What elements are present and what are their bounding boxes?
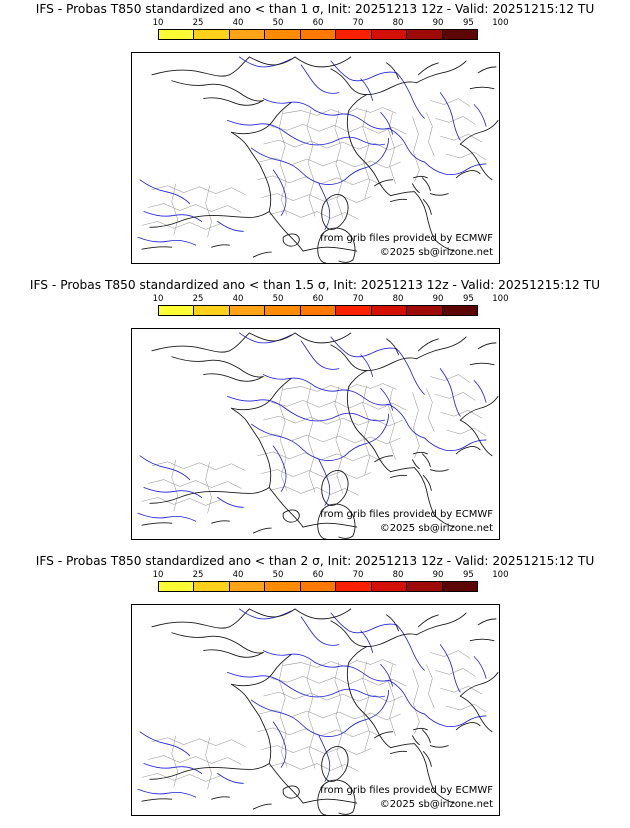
colorbar-band-5 [336,306,372,315]
colorbar-band-4 [300,306,337,315]
map-canvas-3[interactable]: from grib files provided by ECMWF ©2025 … [131,604,500,816]
colorbar-gradient [158,29,478,40]
map-canvas-1[interactable]: from grib files provided by ECMWF ©2025 … [131,52,500,264]
coastline-layer [141,608,499,815]
map-panel-2: IFS - Probas T850 standardized ano < tha… [0,276,630,552]
coastline-layer [141,332,499,539]
colorbar-tick-4: 60 [312,570,324,580]
colorbar-band-6 [371,306,408,315]
colorbar-band-8 [442,30,477,39]
colorbar-band-0 [159,306,195,315]
colorbar-tick-4: 60 [312,18,324,28]
colorbar-tick-6: 80 [392,294,404,304]
colorbar-gradient [158,581,478,592]
colorbar-band-2 [229,30,266,39]
colorbar-tick-3: 50 [272,570,284,580]
colorbar-tick-4: 60 [312,294,324,304]
colorbar-tick-3: 50 [272,18,284,28]
colorbar-tick-8: 95 [462,570,474,580]
attribution-copyright: ©2025 sb@irizone.net [379,247,493,258]
colorbar-tick-7: 90 [432,294,444,304]
colorbar-tick-8: 95 [462,18,474,28]
colorbar-band-8 [442,582,477,591]
rivers-layer [137,608,487,798]
map-canvas-2[interactable]: from grib files provided by ECMWF ©2025 … [131,328,500,540]
colorbar-band-1 [194,30,230,39]
colorbar-band-7 [407,30,443,39]
attribution-source: from grib files provided by ECMWF [320,785,493,796]
colorbar-band-1 [194,582,230,591]
colorbar-tick-7: 90 [432,18,444,28]
map-panel-3: IFS - Probas T850 standardized ano < tha… [0,552,630,828]
panel-title: IFS - Probas T850 standardized ano < tha… [35,554,595,568]
colorbar-tick-6: 80 [392,570,404,580]
colorbar-band-4 [300,30,337,39]
colorbar-2: 10 25 40 50 60 70 80 90 95 100 [153,294,509,316]
colorbar-band-2 [229,306,266,315]
map-vector-layers [137,608,499,815]
colorbar-band-1 [194,306,230,315]
colorbar-tick-labels: 10 25 40 50 60 70 80 90 95 100 [153,294,509,305]
colorbar-band-5 [336,582,372,591]
colorbar-band-0 [159,30,195,39]
colorbar-gradient [158,305,478,316]
colorbar-band-3 [265,582,301,591]
panel-title: IFS - Probas T850 standardized ano < tha… [29,278,601,292]
colorbar-tick-1: 25 [192,570,204,580]
colorbar-tick-1: 25 [192,18,204,28]
colorbar-band-8 [442,306,477,315]
colorbar-band-4 [300,582,337,591]
attribution-source: from grib files provided by ECMWF [320,509,493,520]
department-borders-layer [141,98,487,238]
colorbar-tick-0: 10 [152,570,164,580]
colorbar-tick-8: 95 [462,294,474,304]
map-vector-layers [137,332,499,539]
colorbar-tick-6: 80 [392,18,404,28]
colorbar-tick-2: 40 [232,18,244,28]
colorbar-tick-7: 90 [432,570,444,580]
colorbar-tick-1: 25 [192,294,204,304]
rivers-layer [137,332,487,522]
colorbar-tick-5: 70 [352,18,364,28]
map-vector-layers [137,56,499,263]
colorbar-tick-labels: 10 25 40 50 60 70 80 90 95 100 [153,18,509,29]
colorbar-tick-5: 70 [352,294,364,304]
colorbar-3: 10 25 40 50 60 70 80 90 95 100 [153,570,509,592]
colorbar-tick-labels: 10 25 40 50 60 70 80 90 95 100 [153,570,509,581]
colorbar-band-7 [407,582,443,591]
colorbar-tick-3: 50 [272,294,284,304]
colorbar-tick-9: 100 [492,570,509,580]
rivers-layer [137,56,487,246]
colorbar-band-6 [371,30,408,39]
colorbar-tick-9: 100 [492,18,509,28]
colorbar-tick-0: 10 [152,18,164,28]
coastline-layer [141,56,499,263]
attribution-copyright: ©2025 sb@irizone.net [379,799,493,810]
colorbar-band-6 [371,582,408,591]
colorbar-1: 10 25 40 50 60 70 80 90 95 100 [153,18,509,40]
attribution-copyright: ©2025 sb@irizone.net [379,523,493,534]
colorbar-tick-9: 100 [492,294,509,304]
colorbar-band-3 [265,30,301,39]
colorbar-band-2 [229,582,266,591]
colorbar-band-3 [265,306,301,315]
colorbar-tick-5: 70 [352,570,364,580]
colorbar-band-5 [336,30,372,39]
colorbar-tick-2: 40 [232,570,244,580]
colorbar-band-7 [407,306,443,315]
colorbar-tick-0: 10 [152,294,164,304]
map-panel-1: IFS - Probas T850 standardized ano < tha… [0,0,630,276]
attribution-source: from grib files provided by ECMWF [320,233,493,244]
colorbar-tick-2: 40 [232,294,244,304]
colorbar-band-0 [159,582,195,591]
panel-title: IFS - Probas T850 standardized ano < tha… [35,2,595,16]
